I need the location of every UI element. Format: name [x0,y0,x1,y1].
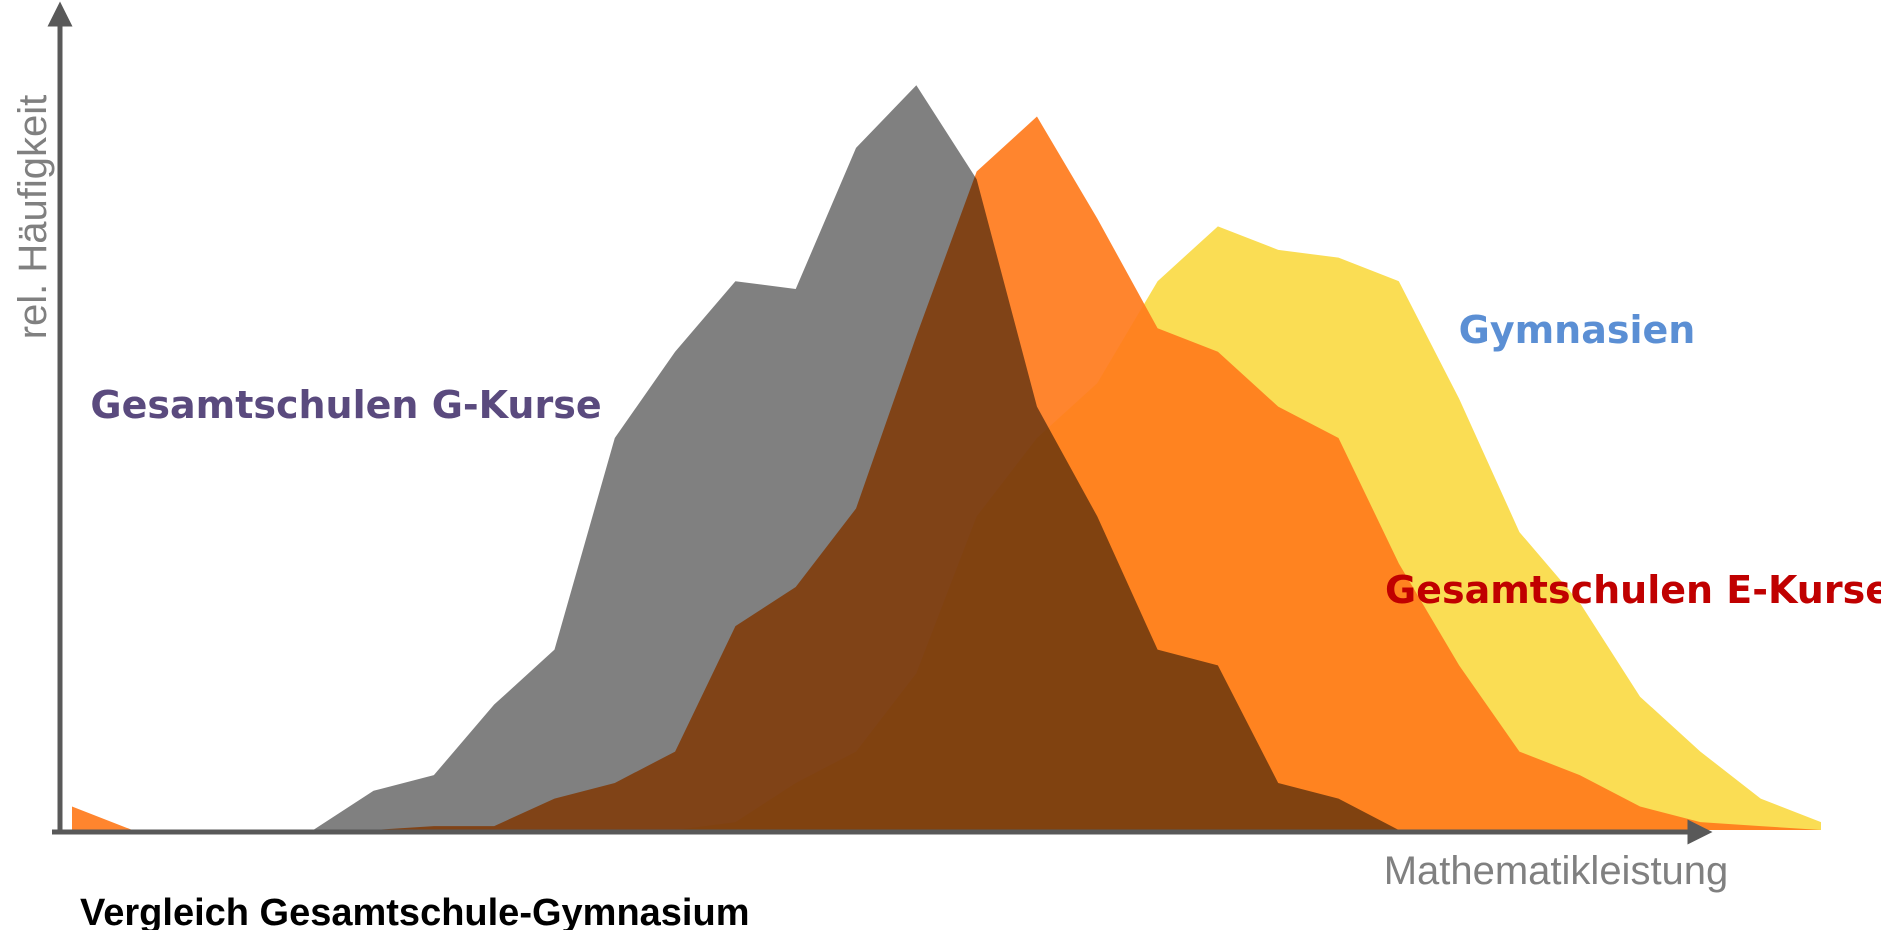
series-label: Gymnasien [1459,308,1696,352]
chart-title: Vergleich Gesamtschule-Gymnasium [80,892,750,930]
series-label: Gesamtschulen E-Kurse [1385,568,1881,612]
area [72,85,1821,830]
x-axis-label: Mathematikleistung [1384,849,1729,893]
series-label: Gesamtschulen G-Kurse [90,383,601,427]
y-axis-label: rel. Häufigkeit [11,95,55,340]
plot-area [72,85,1821,830]
